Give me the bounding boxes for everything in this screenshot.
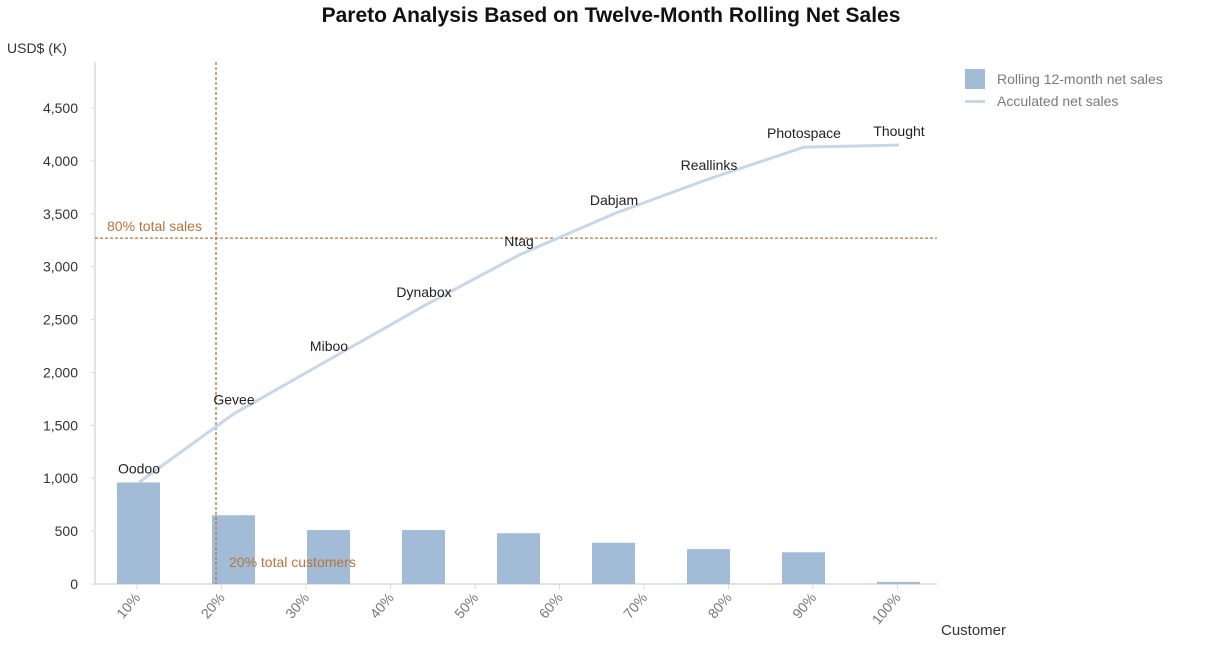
customer-label: Miboo: [310, 338, 348, 354]
bar: [687, 549, 730, 584]
customer-label: Dabjam: [590, 192, 638, 208]
x-tick-label: 20%: [198, 590, 228, 622]
y-axis-label: USD$ (K): [7, 40, 67, 56]
reference-label-20-customers: 20% total customers: [229, 554, 356, 570]
cumulative-line: [138, 143, 900, 484]
y-tick-label: 4,500: [43, 100, 78, 116]
customer-label: Gevee: [213, 392, 254, 408]
y-tick-label: 2,000: [43, 364, 78, 380]
bar: [877, 581, 920, 584]
y-tick-label: 500: [55, 523, 79, 539]
bar: [782, 552, 825, 584]
x-tick-label: 60%: [536, 590, 566, 622]
x-tick-label: 70%: [620, 590, 650, 622]
y-tick-label: 1,500: [43, 417, 78, 433]
customer-label: Ntag: [504, 233, 534, 249]
x-tick-label: 40%: [367, 590, 397, 622]
bar: [402, 530, 445, 584]
y-tick-label: 3,500: [43, 206, 78, 222]
bar-swatch-icon: [965, 69, 985, 89]
bar: [592, 542, 635, 584]
x-tick-label: 10%: [113, 590, 143, 622]
customer-label: Oodoo: [118, 460, 160, 476]
line-swatch-icon: [965, 99, 985, 103]
y-tick-label: 3,000: [43, 259, 78, 275]
bar: [307, 530, 350, 584]
x-tick-label: 90%: [789, 590, 819, 622]
y-tick-label: 4,000: [43, 153, 78, 169]
customer-label: Reallinks: [681, 157, 738, 173]
x-tick-label: 30%: [282, 590, 312, 622]
legend-label: Acculated net sales: [997, 93, 1119, 109]
legend-item-line: Acculated net sales: [965, 90, 1163, 112]
legend-item-bars: Rolling 12-month net sales: [965, 68, 1163, 90]
customer-label: Dynabox: [396, 284, 451, 300]
customer-label: Photospace: [767, 125, 841, 141]
bar: [212, 515, 255, 584]
legend: Rolling 12-month net sales Acculated net…: [965, 68, 1163, 112]
y-tick-label: 0: [70, 576, 78, 592]
x-tick-label: 50%: [451, 590, 481, 622]
reference-label-80-sales: 80% total sales: [107, 218, 202, 234]
legend-label: Rolling 12-month net sales: [997, 71, 1163, 87]
x-tick-label: 80%: [705, 590, 735, 622]
bar: [497, 533, 540, 584]
x-tick-label: 100%: [869, 590, 904, 628]
customer-label: Thought: [873, 123, 924, 139]
bar: [117, 482, 160, 584]
y-tick-label: 2,500: [43, 312, 78, 328]
chart-title: Pareto Analysis Based on Twelve-Month Ro…: [321, 4, 901, 27]
y-tick-label: 1,000: [43, 470, 78, 486]
x-axis-label: Customer: [941, 622, 1007, 639]
